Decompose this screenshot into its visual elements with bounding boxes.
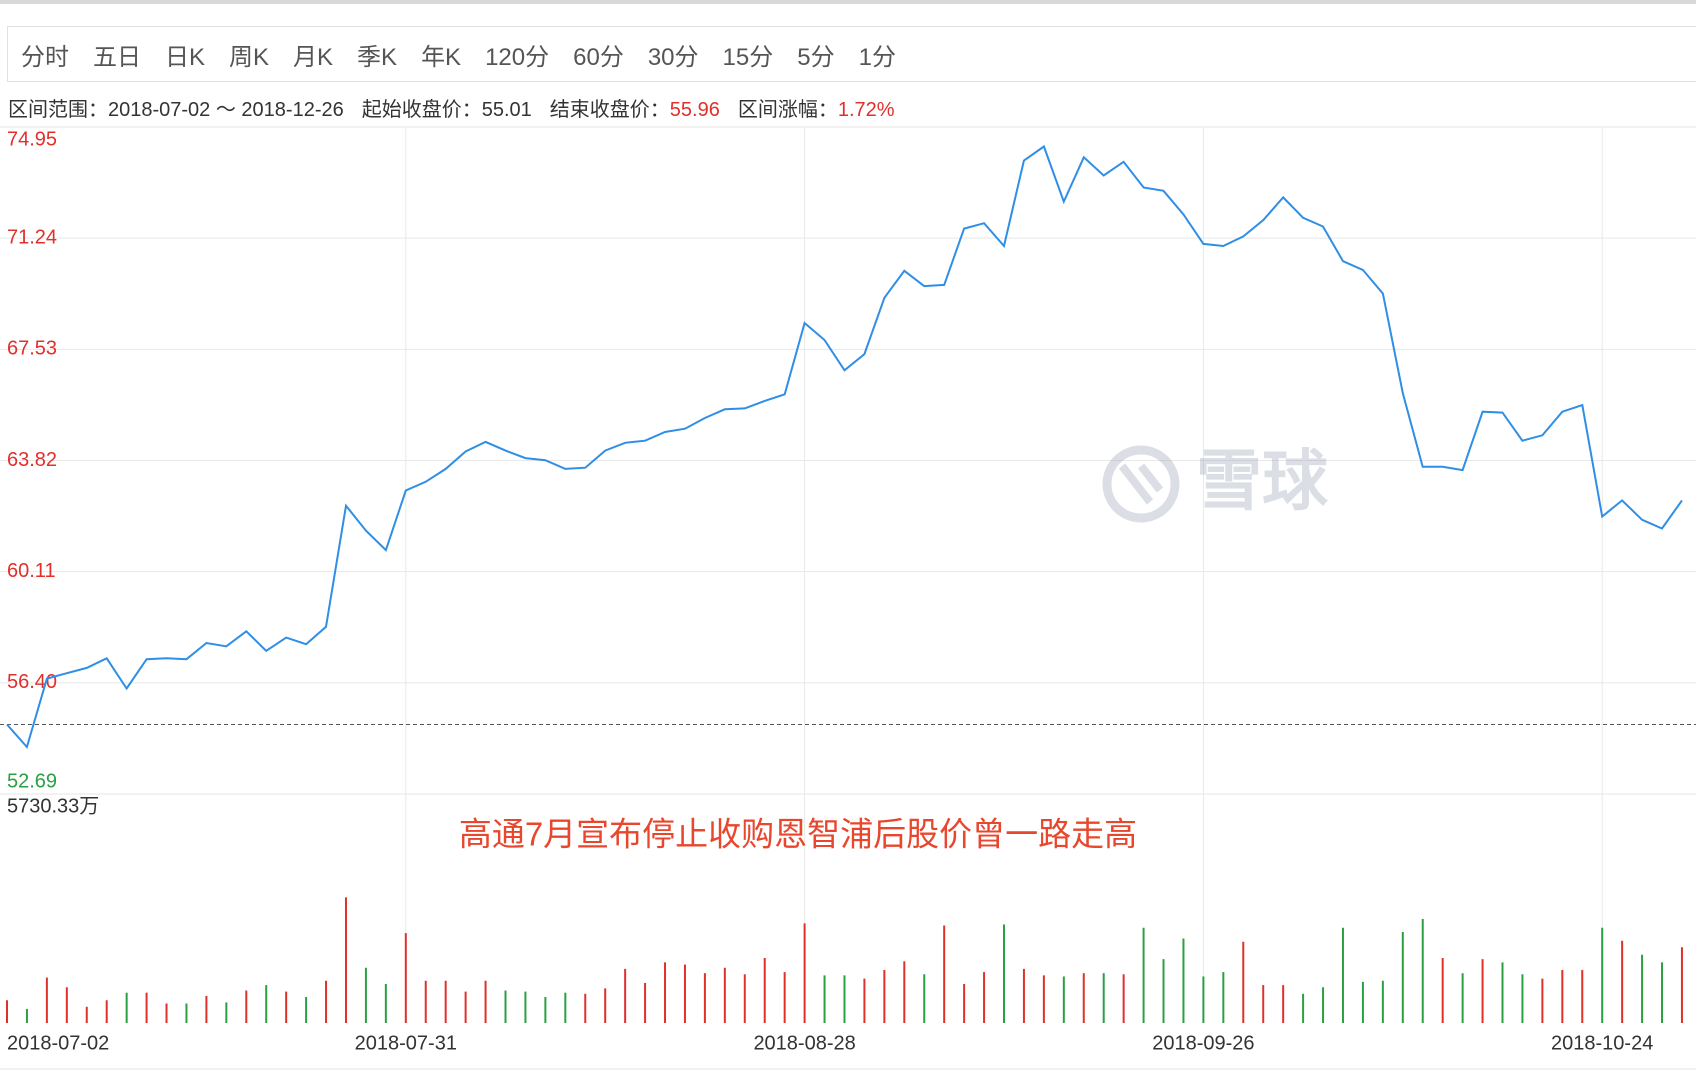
- x-tick-label: 2018-07-02: [7, 1032, 109, 1054]
- period-tab[interactable]: 年K: [421, 43, 462, 71]
- end-close: 55.96: [669, 99, 720, 121]
- y-tick-label: 56.40: [7, 671, 57, 693]
- change-label: 区间涨幅：: [737, 99, 838, 121]
- plot: 74.95 71.24 67.53 63.82 60.11 56.40 52.69 5730.…: [0, 126, 1696, 1070]
- annotation: 高通7月宣布停止收购恩智浦后股价曾一路走高: [459, 816, 1137, 853]
- price-line: [6, 144, 1683, 750]
- top-border: [0, 0, 1696, 4]
- period-tab[interactable]: 15分: [722, 43, 774, 71]
- x-tick-label: 2018-10-24: [1551, 1032, 1653, 1054]
- period-tab[interactable]: 5分: [797, 43, 835, 71]
- range-label: 区间范围：: [8, 99, 108, 121]
- change: 1.72%: [837, 99, 895, 121]
- volume-max-label: 5730.33万: [7, 795, 99, 817]
- period-tabs: 分时 五日 日K 周K 月K 季K 年K 120分 60分 30分 15分 5分 1分: [7, 26, 1696, 82]
- range-info: 区间范围：2018-07-02 ～ 2018-12-26 起始收盘价：55.01 结…: [8, 93, 895, 122]
- watermark-text: 雪球: [1196, 443, 1329, 517]
- period-tab[interactable]: 月K: [293, 43, 334, 71]
- range: 2018-07-02 ～ 2018-12-26: [108, 99, 344, 121]
- period-tab[interactable]: 日K: [165, 43, 206, 71]
- watermark: 雪球: [1102, 443, 1329, 523]
- period-tab[interactable]: 季K: [357, 43, 398, 71]
- x-tick-label: 2018-07-31: [355, 1032, 457, 1054]
- end-label: 结束收盘价：: [549, 99, 670, 121]
- y-tick-label: 63.82: [7, 449, 57, 471]
- period-tab[interactable]: 周K: [229, 43, 270, 71]
- y-tick-label: 67.53: [7, 338, 57, 360]
- start-label: 起始收盘价：: [361, 99, 482, 121]
- y-tick-label: 71.24: [7, 226, 57, 248]
- y-tick-label: 60.11: [7, 560, 56, 582]
- x-tick-label: 2018-08-28: [753, 1032, 855, 1054]
- period-tab[interactable]: 60分: [573, 43, 624, 71]
- period-tab[interactable]: 30分: [647, 43, 699, 71]
- start-close: 55.01: [481, 99, 532, 121]
- x-tick-label: 2018-09-26: [1152, 1032, 1254, 1054]
- y-tick-label: 52.69: [7, 770, 57, 792]
- y-tick-label: 74.95: [7, 128, 57, 150]
- period-tab[interactable]: 1分: [858, 43, 896, 71]
- period-tab[interactable]: 分时: [21, 43, 69, 71]
- period-tab[interactable]: 120分: [485, 43, 550, 71]
- period-tab[interactable]: 五日: [93, 43, 141, 71]
